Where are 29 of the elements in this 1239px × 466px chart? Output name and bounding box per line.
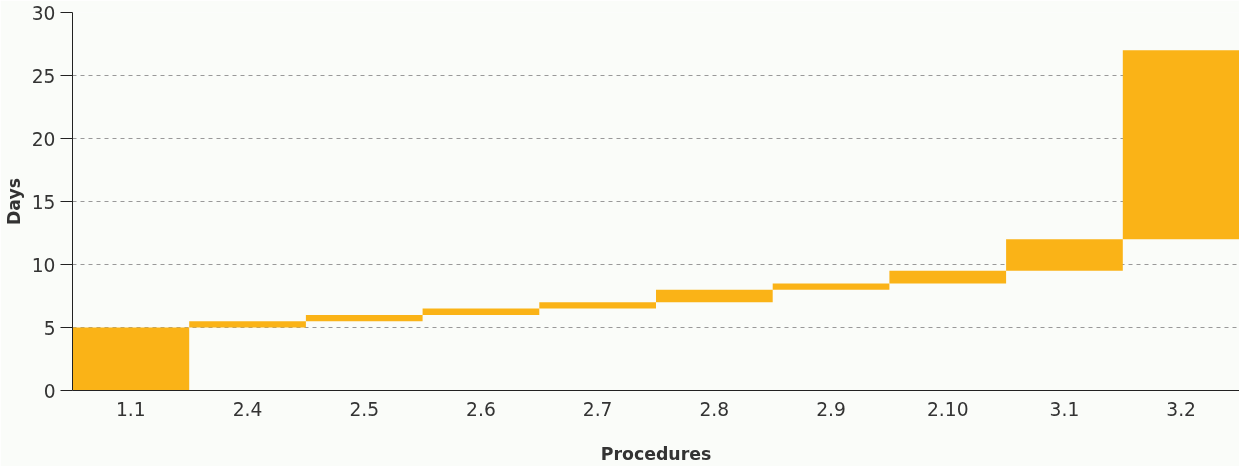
bar xyxy=(1006,239,1123,271)
x-tick-label: 2.6 xyxy=(466,398,496,420)
bar xyxy=(422,308,540,315)
y-tick-label: 5 xyxy=(43,317,56,339)
x-tick-label: 3.1 xyxy=(1049,398,1080,420)
x-tick-label: 2.9 xyxy=(816,398,846,420)
x-tick-label: 1.1 xyxy=(116,398,146,420)
y-tick-label: 15 xyxy=(31,191,56,213)
x-tick-label: 2.10 xyxy=(926,398,969,420)
bar xyxy=(539,302,656,309)
y-tick-label: 0 xyxy=(43,380,56,402)
bar xyxy=(305,314,423,322)
y-tick-label: 20 xyxy=(31,128,56,150)
x-tick-label: 3.2 xyxy=(1166,398,1196,420)
y-tick-label: 30 xyxy=(31,2,56,24)
y-axis-title: Days xyxy=(3,177,24,226)
bar xyxy=(772,283,890,290)
bar xyxy=(72,327,190,391)
x-tick-label: 2.5 xyxy=(349,398,380,420)
bar xyxy=(889,270,1007,284)
x-tick-label: 2.4 xyxy=(232,398,263,420)
y-tick-label: 25 xyxy=(31,65,56,87)
bar xyxy=(1122,50,1239,240)
x-tick-label: 2.8 xyxy=(699,398,730,420)
bar xyxy=(189,321,306,328)
x-axis-title: Procedures xyxy=(600,443,712,464)
x-tick-label: 2.7 xyxy=(582,398,613,420)
y-tick-label: 10 xyxy=(31,254,56,276)
bar xyxy=(656,289,773,303)
